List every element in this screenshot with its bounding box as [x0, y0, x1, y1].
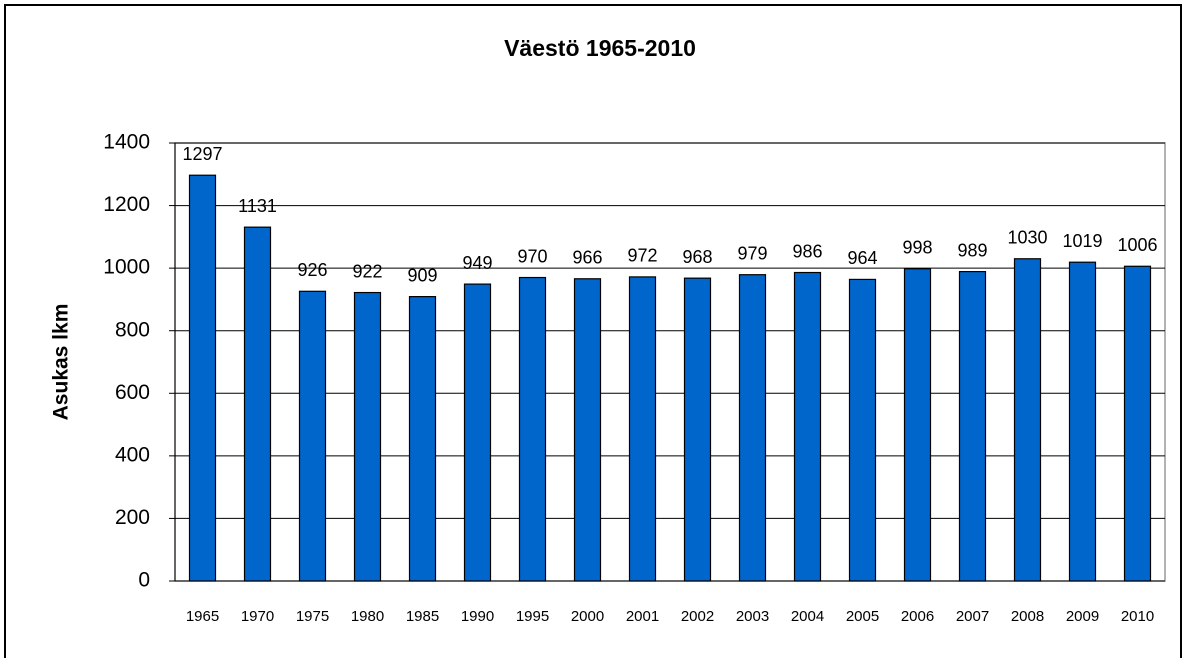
- bar: [903, 268, 932, 582]
- y-axis-label: Asukas lkm: [50, 304, 73, 421]
- x-tick-label: 2006: [901, 608, 934, 625]
- data-label: 1006: [1117, 235, 1157, 255]
- bar: [1013, 258, 1042, 582]
- data-label: 1297: [182, 144, 222, 164]
- y-tick-label: 400: [115, 443, 150, 466]
- x-tick-label: 1990: [461, 608, 494, 625]
- bar: [518, 276, 547, 582]
- data-label: 968: [682, 247, 712, 267]
- x-tick-label: 2008: [1011, 608, 1044, 625]
- bar: [628, 276, 657, 582]
- x-tick-label: 2004: [791, 608, 824, 625]
- data-label: 970: [517, 246, 547, 266]
- data-label: 979: [737, 243, 767, 263]
- data-label: 966: [572, 248, 602, 268]
- y-tick-label: 1000: [103, 256, 150, 279]
- bar: [188, 174, 217, 582]
- bar: [848, 278, 877, 582]
- bar: [353, 291, 382, 582]
- x-tick-label: 2005: [846, 608, 879, 625]
- chart-title: Väestö 1965-2010: [504, 35, 696, 61]
- bar: [298, 290, 327, 582]
- data-label: 949: [462, 253, 492, 273]
- bar: [683, 277, 712, 582]
- data-label: 998: [902, 238, 932, 258]
- y-tick-label: 600: [115, 381, 150, 404]
- y-tick-label: 0: [138, 569, 150, 592]
- x-tick-label: 1975: [296, 608, 329, 625]
- x-tick-label: 2003: [736, 608, 769, 625]
- x-tick-label: 1965: [186, 608, 219, 625]
- y-tick-label: 800: [115, 318, 150, 341]
- data-label: 989: [957, 240, 987, 260]
- x-tick-label: 2009: [1066, 608, 1099, 625]
- bar: [1123, 265, 1152, 582]
- bar: [1068, 261, 1097, 582]
- data-label: 909: [407, 265, 437, 285]
- data-label: 1019: [1062, 231, 1102, 251]
- bar: [738, 274, 767, 582]
- x-tick-label: 1985: [406, 608, 439, 625]
- data-label: 986: [792, 241, 822, 261]
- x-tick-label: 2007: [956, 608, 989, 625]
- data-label: 1131: [238, 196, 277, 216]
- bar: [793, 271, 822, 582]
- y-tick-label: 200: [115, 506, 150, 529]
- x-tick-label: 1980: [351, 608, 384, 625]
- bar: [573, 278, 602, 582]
- x-tick-label: 1995: [516, 608, 549, 625]
- x-tick-label: 1970: [241, 608, 274, 625]
- bar: [958, 270, 987, 582]
- y-tick-label: 1400: [103, 131, 150, 154]
- x-tick-label: 2001: [626, 608, 659, 625]
- data-label: 964: [847, 248, 877, 268]
- bar: [243, 226, 272, 582]
- data-label: 972: [627, 246, 657, 266]
- bar: [408, 296, 437, 582]
- x-tick-label: 2010: [1121, 608, 1154, 625]
- data-label: 926: [297, 260, 327, 280]
- data-label: 922: [352, 261, 382, 281]
- data-label: 1030: [1007, 228, 1047, 248]
- x-tick-label: 2000: [571, 608, 604, 625]
- bar: [463, 283, 492, 582]
- x-tick-label: 2002: [681, 608, 714, 625]
- y-tick-label: 1200: [103, 193, 150, 216]
